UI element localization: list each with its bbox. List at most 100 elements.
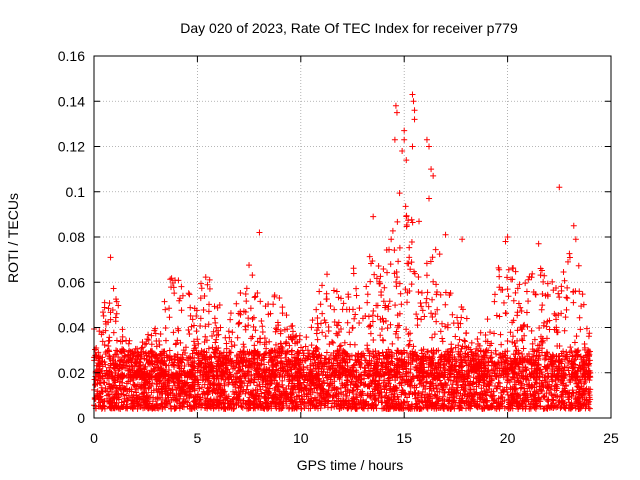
data-point [514, 375, 521, 382]
data-point [244, 382, 251, 389]
data-point [380, 379, 387, 386]
data-point [580, 359, 587, 366]
data-point [398, 380, 405, 387]
data-point [322, 319, 329, 326]
data-point [370, 392, 377, 399]
data-point [345, 293, 352, 300]
data-point [394, 347, 401, 354]
data-point [126, 371, 133, 378]
data-point [135, 385, 142, 392]
data-point [277, 330, 284, 337]
data-point [228, 362, 235, 369]
data-point [555, 357, 562, 364]
data-point [436, 251, 443, 258]
data-point [320, 386, 327, 393]
data-point [276, 388, 283, 395]
data-point [102, 361, 109, 368]
data-point [470, 352, 477, 359]
data-point [257, 298, 264, 305]
data-point [96, 399, 103, 406]
data-point [572, 288, 579, 295]
data-point [388, 371, 395, 378]
data-point [349, 364, 356, 371]
data-point [210, 382, 217, 389]
data-point [167, 390, 174, 397]
data-point [162, 306, 169, 313]
data-point [504, 391, 511, 398]
data-point [96, 355, 103, 362]
data-point [550, 287, 557, 294]
data-point [488, 388, 495, 395]
data-point [353, 369, 360, 376]
data-point [364, 345, 371, 352]
data-point [234, 334, 241, 341]
data-point [403, 222, 410, 229]
data-point [328, 359, 335, 366]
data-point [129, 404, 136, 411]
data-point [522, 366, 529, 373]
data-point [302, 385, 309, 392]
data-point [553, 316, 560, 323]
data-point [143, 352, 150, 359]
data-point [529, 396, 536, 403]
data-point [245, 389, 252, 396]
data-point [337, 342, 344, 349]
data-point [170, 329, 177, 336]
data-point [388, 236, 395, 243]
data-point [358, 391, 365, 398]
data-point [245, 368, 252, 375]
data-point [529, 340, 536, 347]
data-point [286, 378, 293, 385]
data-point [250, 323, 257, 330]
data-point [313, 330, 320, 337]
data-point [367, 390, 374, 397]
data-point [502, 310, 509, 317]
data-point [389, 340, 396, 347]
data-point [281, 374, 288, 381]
data-point [478, 372, 485, 379]
data-point [107, 316, 114, 323]
data-point [461, 376, 468, 383]
data-point [551, 371, 558, 378]
data-point [99, 338, 106, 345]
data-point [447, 349, 454, 356]
data-point [551, 391, 558, 398]
data-point [288, 386, 295, 393]
data-point [321, 395, 328, 402]
data-point [420, 346, 427, 353]
data-point [356, 362, 363, 369]
data-point [405, 331, 412, 338]
data-point [166, 314, 173, 321]
data-point [235, 393, 242, 400]
data-point [507, 329, 514, 336]
data-point [467, 358, 474, 365]
data-point [522, 280, 529, 287]
data-point [483, 373, 490, 380]
data-point [442, 289, 449, 296]
data-point [331, 318, 338, 325]
data-point [187, 354, 194, 361]
data-point [394, 394, 401, 401]
data-point [194, 381, 201, 388]
data-point [278, 365, 285, 372]
data-point [181, 362, 188, 369]
data-point [91, 376, 98, 383]
data-point [213, 324, 220, 331]
data-point [476, 377, 483, 384]
data-point [241, 344, 248, 351]
data-point [268, 348, 275, 355]
data-point [186, 394, 193, 401]
data-point [479, 394, 486, 401]
data-point [115, 396, 122, 403]
data-point [331, 306, 338, 313]
data-point [447, 290, 454, 297]
data-point [429, 400, 436, 407]
data-point [189, 405, 196, 412]
data-point [177, 295, 184, 302]
data-point [425, 303, 432, 310]
data-point [305, 405, 312, 412]
data-point [582, 386, 589, 393]
data-point [210, 349, 217, 356]
data-point [470, 366, 477, 373]
data-point [520, 374, 527, 381]
